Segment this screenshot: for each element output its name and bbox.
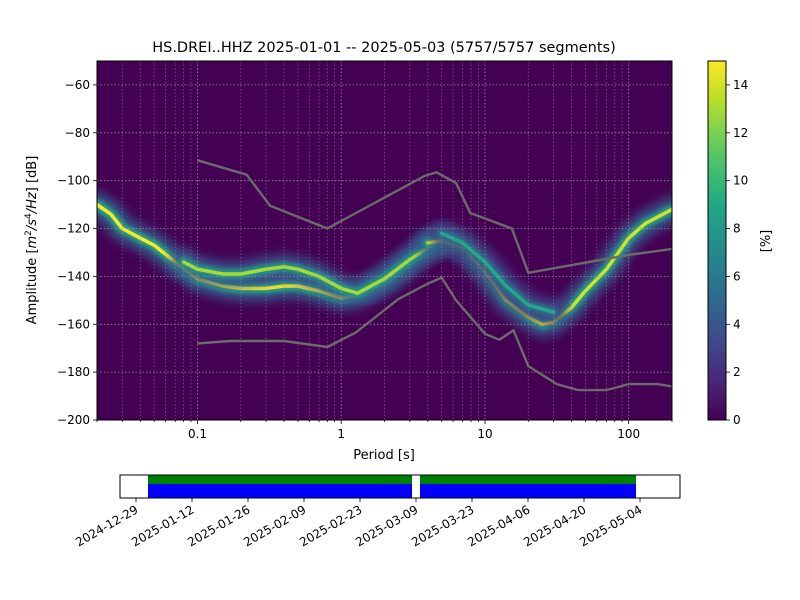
timeline-tick-label: 2025-02-23 <box>297 502 364 549</box>
timeline-tick-label: 2025-01-26 <box>185 502 252 549</box>
colorbar-tick-label: 4 <box>733 317 741 331</box>
y-axis-label-prefix: Amplitude [ <box>25 248 40 324</box>
y-tick-label: −160 <box>57 317 90 331</box>
y-tick-label: −60 <box>65 78 90 92</box>
timeline-ticks: 2024-12-292025-01-122025-01-262025-02-09… <box>73 498 645 549</box>
colorbar-ticks: 0 2 4 6 8 10 12 14 <box>726 78 748 427</box>
reference-curves <box>197 159 672 392</box>
timeline-available-segment <box>148 484 412 498</box>
x-tick-label: 10 <box>477 427 492 441</box>
timeline-tick-label: 2025-02-09 <box>241 502 308 549</box>
y-axis-label-unit: m <box>25 236 40 249</box>
timeline-used-segment <box>420 475 636 484</box>
x-tick-label: 1 <box>337 427 345 441</box>
colorbar-label: [%] <box>759 230 774 253</box>
colorbar-tick-label: 10 <box>733 174 748 188</box>
timeline-available-segment <box>420 484 636 498</box>
reference-curve-upper <box>197 159 672 274</box>
y-tick-label: −180 <box>57 365 90 379</box>
y-tick-label: −120 <box>57 222 90 236</box>
colorbar-tick-label: 8 <box>733 222 741 236</box>
timeline-frame <box>119 474 681 499</box>
x-axis-label: Period [s] <box>353 448 415 463</box>
timeline-axes: 2024-12-292025-01-122025-01-262025-02-09… <box>73 474 681 549</box>
timeline-used-segment <box>148 475 412 484</box>
density-ridge-upper <box>181 236 444 295</box>
chart-title: HS.DREI..HHZ 2025-01-01 -- 2025-05-03 (5… <box>152 40 616 56</box>
y-tick-label: −100 <box>57 174 90 188</box>
y-axis-label-unit-exp: 2 <box>24 230 34 236</box>
density-heatmap <box>97 191 672 338</box>
y-axis-label-unit-sep: /s <box>25 219 40 231</box>
y-tick-label: −140 <box>57 269 90 283</box>
timeline-coverage <box>148 475 636 498</box>
timeline-tick-label: 2025-05-04 <box>577 502 644 549</box>
reference-curve-lower <box>197 276 672 392</box>
x-tick-label: 0.1 <box>188 427 207 441</box>
y-axis-label: Amplitude [m2/s4/Hz] [dB] <box>24 156 40 325</box>
y-axis-ticks: −60 −80 −100 −120 −140 −160 −180 −200 <box>57 78 97 427</box>
colorbar: 0 2 4 6 8 10 12 14 [%] <box>707 60 774 427</box>
y-axis-label-unit-sep: /Hz <box>25 191 40 214</box>
grid-lines <box>97 61 672 420</box>
colorbar-tick-label: 2 <box>733 365 741 379</box>
timeline-tick-label: 2025-01-12 <box>129 502 196 549</box>
colorbar-tick-label: 6 <box>733 269 741 283</box>
timeline-tick-label: 2024-12-29 <box>73 502 140 549</box>
x-axis-ticks: 0.1 1 10 100 <box>96 420 673 441</box>
colorbar-tick-label: 0 <box>733 413 741 427</box>
timeline-tick-label: 2025-04-06 <box>465 502 532 549</box>
x-tick-label: 100 <box>617 427 640 441</box>
colorbar-tick-label: 12 <box>733 126 748 140</box>
y-axis-label-suffix: ] [dB] <box>25 156 40 193</box>
timeline-tick-label: 2025-03-23 <box>409 502 476 549</box>
timeline-tick-label: 2025-03-09 <box>353 502 420 549</box>
y-axis-label-unit-exp: 4 <box>24 213 34 219</box>
timeline-tick-label: 2025-04-20 <box>521 502 588 549</box>
y-tick-label: −200 <box>57 413 90 427</box>
colorbar-tick-label: 14 <box>733 78 748 92</box>
y-tick-label: −80 <box>65 126 90 140</box>
plot-area: 0.1 1 10 100 −60 −80 −100 −120 −140 −160 −180 −200 <box>57 60 673 441</box>
density-ridge-diffuse <box>439 231 556 315</box>
colorbar-gradient <box>707 60 727 421</box>
